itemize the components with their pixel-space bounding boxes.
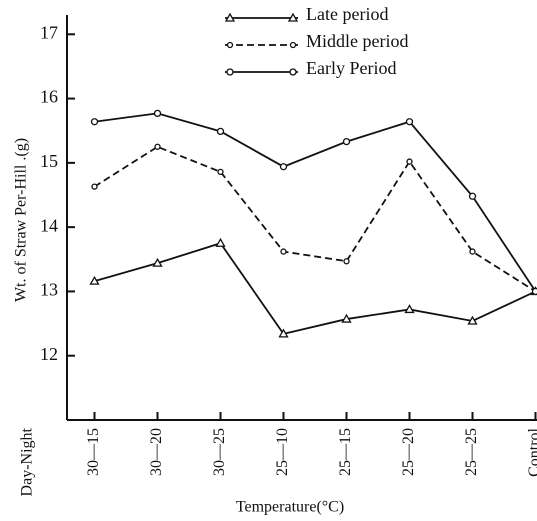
marker	[467, 315, 478, 325]
marker	[289, 41, 297, 49]
y-tick-label: 17	[40, 22, 58, 42]
marker	[216, 127, 225, 136]
x-tick-label: 25—25	[463, 428, 480, 476]
marker	[215, 237, 226, 247]
x-tick-label: 25—15	[337, 428, 354, 476]
y-tick-label: 16	[40, 87, 58, 107]
x-row-label: Day-Night	[19, 427, 36, 496]
y-axis-label: Wt. of Straw Per-Hill .(g)	[13, 138, 30, 302]
x-tick-label: 30—20	[148, 428, 165, 476]
marker	[405, 118, 414, 126]
marker	[154, 143, 161, 150]
marker	[278, 328, 289, 338]
marker	[152, 257, 163, 267]
marker	[217, 168, 224, 176]
marker	[226, 68, 234, 76]
marker	[91, 183, 98, 190]
marker	[90, 118, 99, 126]
marker	[404, 304, 415, 314]
marker	[224, 12, 236, 22]
x-axis-label: Temperature(°C)	[236, 499, 344, 516]
marker	[406, 158, 413, 165]
marker	[341, 313, 352, 323]
legend-label: Late period	[306, 4, 388, 24]
x-tick-label: 25—20	[400, 428, 417, 476]
series-line	[94, 242, 536, 335]
marker	[280, 248, 287, 255]
marker	[469, 248, 476, 255]
y-tick-label: 15	[40, 151, 58, 171]
x-tick-label: 30—15	[85, 428, 102, 476]
marker	[226, 41, 234, 49]
marker	[289, 68, 297, 76]
series-line	[94, 145, 536, 293]
series-line	[94, 112, 537, 292]
marker	[287, 12, 299, 22]
marker	[153, 109, 162, 118]
marker	[343, 258, 350, 265]
marker	[468, 192, 477, 200]
marker	[89, 275, 100, 285]
y-tick-label: 14	[40, 215, 58, 235]
x-tick-label: 25—10	[274, 428, 291, 476]
marker	[279, 163, 288, 171]
legend-label: Early Period	[306, 58, 396, 78]
y-tick-label: 12	[40, 344, 58, 364]
x-tick-label: Control	[526, 427, 537, 476]
y-tick-label: 13	[40, 280, 58, 300]
marker	[531, 287, 537, 296]
legend-label: Middle period	[306, 31, 408, 51]
x-tick-label: 30—25	[211, 428, 228, 476]
marker	[342, 137, 351, 146]
